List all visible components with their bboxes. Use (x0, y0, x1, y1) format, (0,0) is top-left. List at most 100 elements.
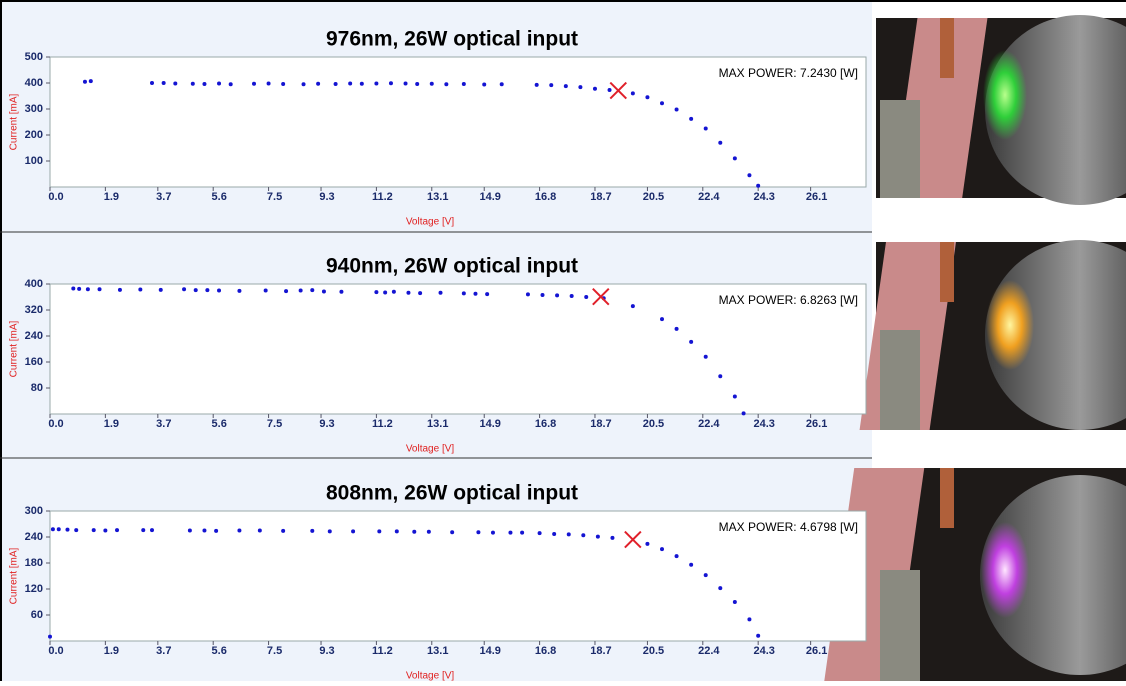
data-point (747, 617, 752, 622)
x-tick-label: 22.4 (698, 191, 720, 203)
data-point (190, 81, 195, 86)
data-point (540, 293, 545, 298)
data-point (117, 287, 122, 292)
x-tick-label: 1.9 (104, 191, 119, 203)
y-axis-label: Current [mA] (9, 320, 20, 377)
x-tick-label: 11.2 (372, 418, 393, 430)
x-tick-label: 20.5 (643, 645, 664, 657)
x-tick-label: 3.7 (156, 191, 171, 203)
x-tick-label: 18.7 (590, 191, 611, 203)
data-point (412, 529, 417, 534)
x-tick-label: 16.8 (535, 645, 556, 657)
data-point (202, 528, 207, 533)
data-point (718, 586, 723, 591)
y-tick-label: 60 (31, 609, 43, 621)
data-point (388, 81, 393, 86)
x-tick-label: 26.1 (806, 645, 827, 657)
data-point (237, 288, 242, 293)
data-point (415, 82, 420, 87)
data-point (689, 562, 694, 567)
x-tick-label: 9.3 (319, 645, 334, 657)
photo (824, 468, 1126, 681)
data-point (50, 527, 55, 532)
data-point (645, 95, 650, 100)
plot-area (49, 510, 867, 642)
photo (876, 15, 1126, 205)
data-point (660, 101, 664, 106)
data-point (217, 81, 222, 86)
data-point (257, 528, 262, 533)
data-point (103, 528, 108, 533)
x-tick-label: 14.9 (480, 645, 501, 657)
y-tick-label: 100 (25, 155, 43, 167)
data-point (91, 528, 96, 533)
y-tick-label: 80 (31, 382, 43, 394)
data-point (674, 107, 679, 112)
y-tick-label: 400 (25, 278, 43, 290)
data-point (88, 79, 93, 84)
data-point (281, 82, 286, 87)
data-point (97, 287, 102, 292)
annotation: MAX POWER: 7.2430 [W] (719, 66, 858, 80)
data-point (756, 183, 761, 188)
photo (859, 240, 1126, 430)
x-tick-label: 24.3 (753, 418, 774, 430)
data-point (747, 173, 752, 178)
data-point (187, 528, 192, 533)
x-tick-label: 20.5 (643, 418, 664, 430)
data-point (703, 354, 708, 359)
data-point (266, 81, 271, 86)
chart-title: 808nm, 26W optical input (326, 482, 578, 505)
data-point (718, 140, 723, 145)
data-point (476, 530, 481, 535)
data-point (674, 326, 679, 331)
chart-title: 976nm, 26W optical input (326, 28, 578, 51)
x-tick-label: 11.2 (372, 191, 393, 203)
data-point (485, 292, 490, 297)
data-point (115, 528, 120, 533)
x-tick-label: 3.7 (156, 418, 171, 430)
data-point (237, 528, 242, 533)
data-point (298, 288, 303, 293)
data-point (630, 91, 635, 96)
y-tick-label: 300 (25, 103, 43, 115)
data-point (645, 541, 650, 546)
data-point (406, 290, 411, 295)
data-point (592, 86, 597, 91)
data-point (377, 529, 382, 534)
y-tick-label: 200 (25, 129, 43, 141)
data-point (630, 304, 635, 309)
data-point (82, 79, 87, 84)
x-axis-label: Voltage [V] (406, 444, 455, 455)
data-point (158, 287, 163, 292)
y-tick-label: 400 (25, 77, 43, 89)
x-axis-label: Voltage [V] (406, 217, 455, 228)
data-point (499, 82, 504, 87)
data-point (741, 411, 746, 416)
annotation: MAX POWER: 6.8263 [W] (719, 293, 858, 307)
data-point (461, 291, 466, 296)
y-tick-label: 120 (25, 583, 43, 595)
data-point (281, 528, 286, 533)
data-point (537, 531, 542, 536)
data-point (555, 293, 560, 298)
data-point (316, 81, 321, 86)
x-tick-label: 0.0 (48, 645, 63, 657)
y-tick-label: 240 (25, 330, 43, 342)
y-axis-label: Current [mA] (9, 547, 20, 604)
data-point (214, 528, 219, 533)
data-point (607, 88, 612, 93)
data-point (56, 527, 61, 532)
data-point (566, 532, 571, 537)
y-tick-label: 320 (25, 304, 43, 316)
data-point (703, 126, 708, 131)
data-point (438, 290, 443, 295)
x-tick-label: 26.1 (806, 191, 827, 203)
data-point (65, 527, 70, 532)
data-point (351, 529, 356, 534)
data-point (71, 286, 76, 291)
data-point (173, 81, 178, 86)
data-point (85, 287, 90, 292)
x-tick-label: 13.1 (427, 645, 448, 657)
